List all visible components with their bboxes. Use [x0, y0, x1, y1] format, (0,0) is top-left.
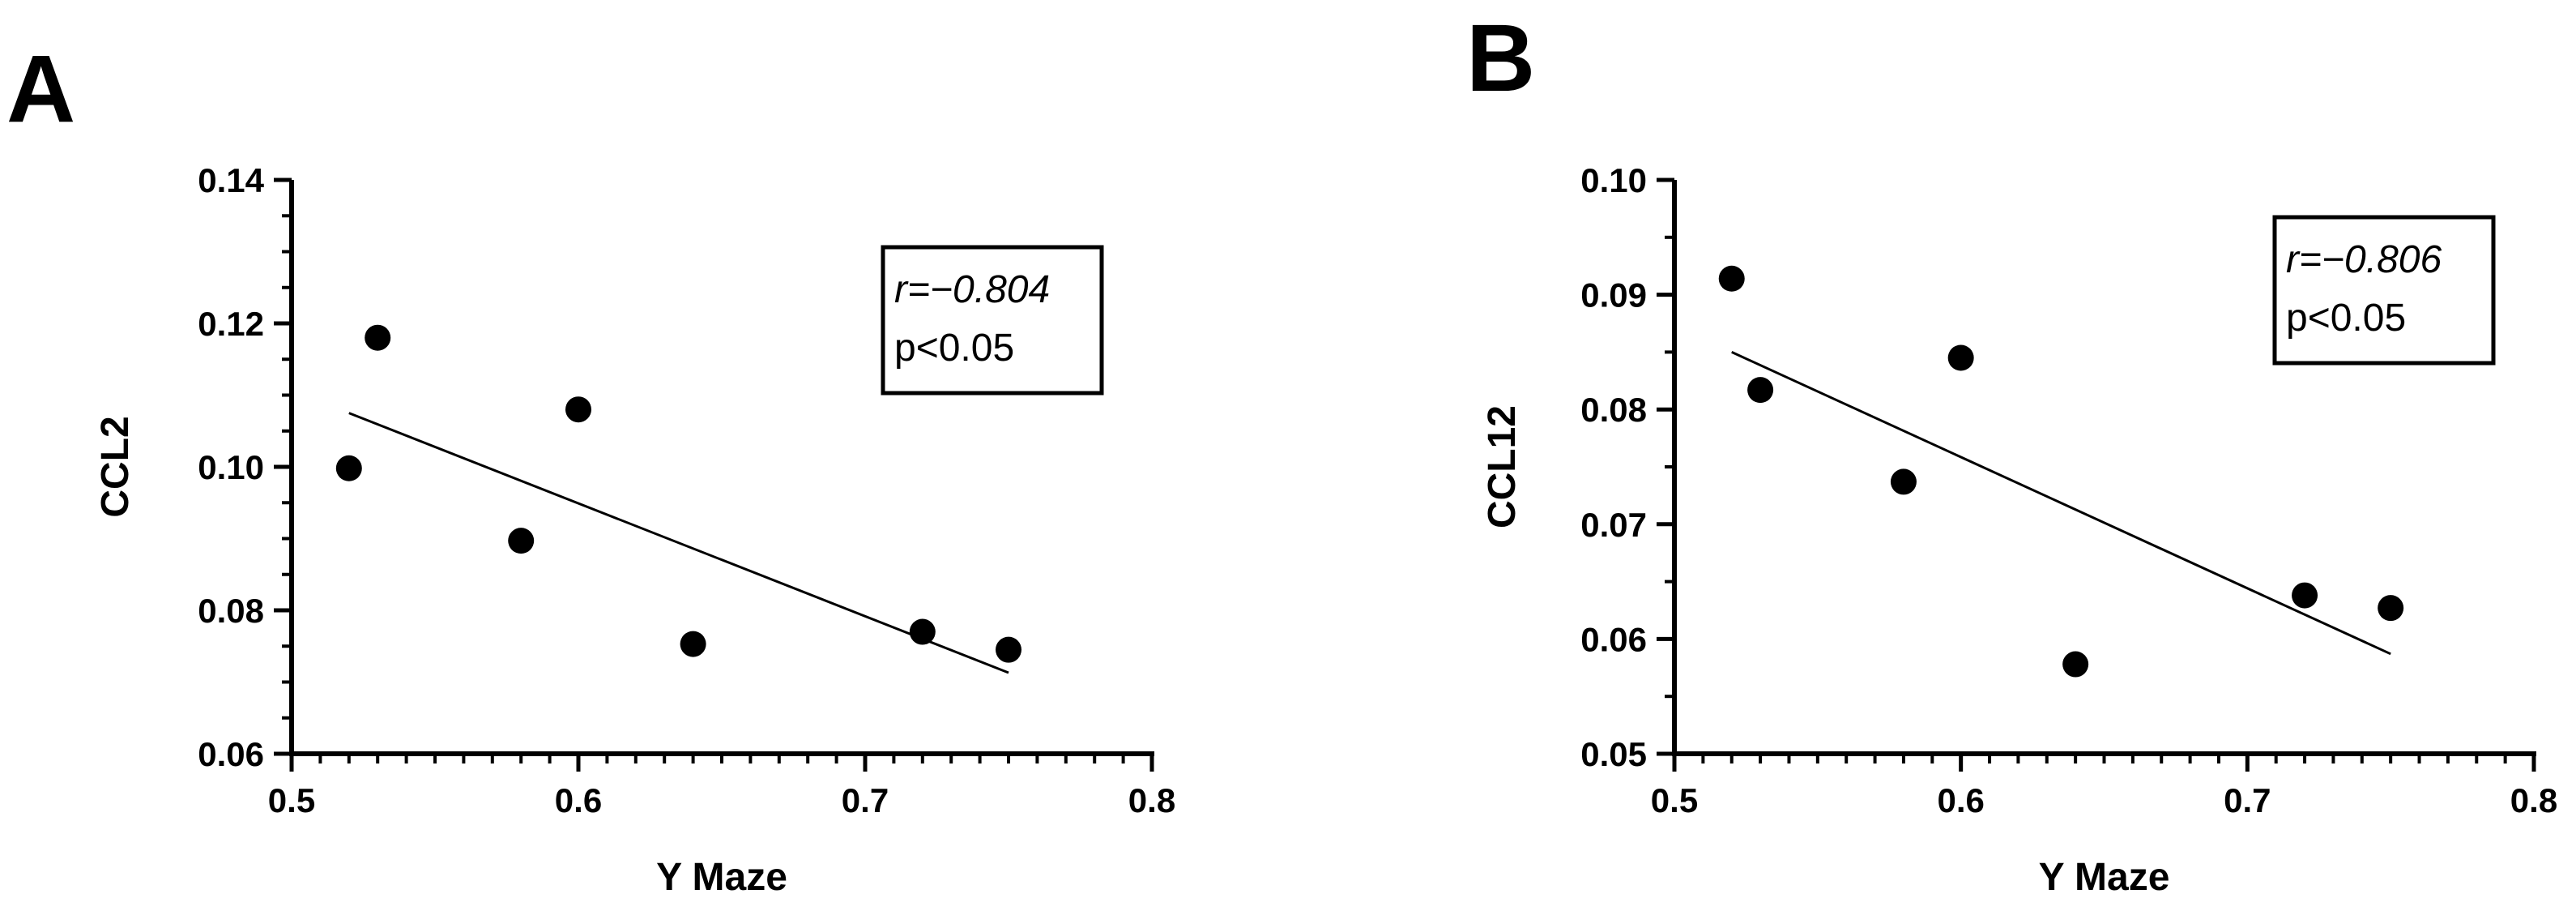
- correlation-r-text: r=−0.804: [894, 268, 1050, 311]
- y-tick-label: 0.10: [1580, 161, 1647, 199]
- y-axis-title: CCL12: [1481, 405, 1524, 528]
- x-tick-label: 0.7: [842, 781, 889, 819]
- stats-box: [2272, 215, 2496, 366]
- y-tick-label: 0.05: [1580, 735, 1647, 773]
- p-value-text: p<0.05: [894, 327, 1014, 370]
- x-tick-label: 0.5: [1651, 781, 1698, 819]
- data-point: [565, 396, 591, 423]
- panel-label: A: [6, 36, 75, 143]
- y-tick-label: 0.10: [198, 448, 264, 486]
- x-tick-label: 0.8: [2510, 781, 2557, 819]
- x-tick-label: 0.8: [1128, 781, 1175, 819]
- data-point: [2378, 595, 2404, 622]
- panel-label: B: [1466, 5, 1535, 112]
- y-tick-label: 0.06: [198, 735, 264, 773]
- y-tick-label: 0.07: [1580, 506, 1647, 544]
- regression-line: [1731, 351, 2391, 656]
- y-tick-label: 0.06: [1580, 620, 1647, 658]
- data-point: [996, 636, 1021, 663]
- data-point: [335, 455, 362, 481]
- data-point: [680, 631, 706, 657]
- data-point: [2062, 651, 2089, 678]
- data-point: [2292, 582, 2318, 609]
- y-tick-label: 0.14: [198, 161, 264, 199]
- stats-box: [881, 245, 1104, 396]
- p-value-text: p<0.05: [2286, 297, 2406, 340]
- data-point: [909, 618, 936, 645]
- correlation-r-text: r=−0.806: [2286, 238, 2442, 281]
- y-tick-label: 0.08: [1580, 391, 1647, 429]
- x-tick-label: 0.6: [1937, 781, 1984, 819]
- data-point: [1747, 377, 1774, 404]
- y-tick-label: 0.09: [1580, 276, 1647, 314]
- x-tick-label: 0.7: [2224, 781, 2271, 819]
- data-point: [508, 528, 535, 554]
- regression-line: [348, 412, 1009, 674]
- y-tick-label: 0.08: [198, 592, 264, 630]
- x-axis-title: Y Maze: [2039, 856, 2170, 899]
- data-point: [1947, 344, 1974, 371]
- y-tick-label: 0.12: [198, 305, 264, 343]
- x-axis-title: Y Maze: [656, 856, 787, 899]
- x-tick-label: 0.5: [268, 781, 315, 819]
- x-tick-label: 0.6: [555, 781, 602, 819]
- data-point: [1718, 265, 1745, 292]
- y-axis-title: CCL2: [94, 416, 137, 517]
- data-point: [365, 324, 391, 351]
- data-point: [1890, 468, 1917, 495]
